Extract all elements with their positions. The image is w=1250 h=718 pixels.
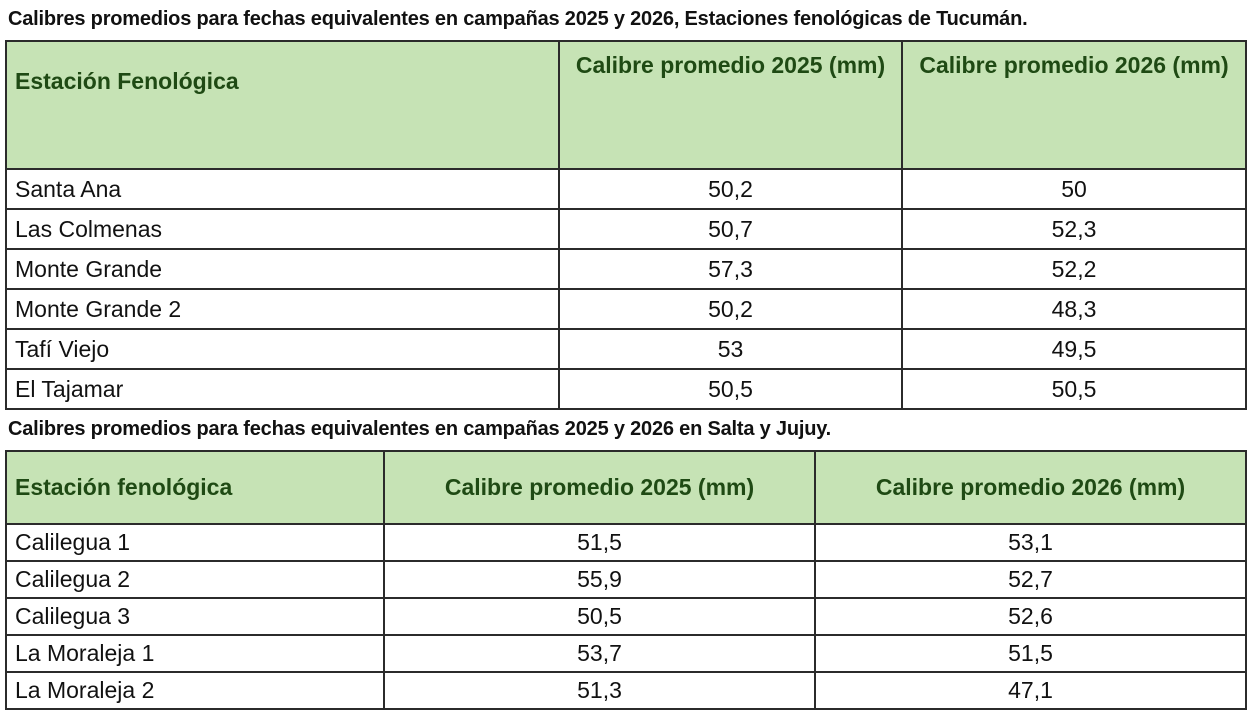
calibre-2025-cell: 51,3 xyxy=(383,671,816,710)
calibre-2026-cell: 50,5 xyxy=(901,368,1247,410)
station-cell: Santa Ana xyxy=(5,168,560,210)
table-row: Calilegua 3 50,5 52,6 xyxy=(5,597,1247,636)
station-cell: Calilegua 1 xyxy=(5,523,385,562)
calibre-2025-cell: 51,5 xyxy=(383,523,816,562)
header-2025: Calibre promedio 2025 (mm) xyxy=(383,450,816,525)
header-2025: Calibre promedio 2025 (mm) xyxy=(558,40,903,170)
calibre-2025-cell: 50,5 xyxy=(383,597,816,636)
header-station: Estación fenológica xyxy=(5,450,385,525)
table-row: La Moraleja 2 51,3 47,1 xyxy=(5,671,1247,710)
table-row: Santa Ana 50,2 50 xyxy=(5,168,1247,210)
header-2026: Calibre promedio 2026 (mm) xyxy=(814,450,1247,525)
calibre-2026-cell: 49,5 xyxy=(901,328,1247,370)
calibre-2025-cell: 55,9 xyxy=(383,560,816,599)
calibre-2026-cell: 52,2 xyxy=(901,248,1247,290)
calibre-2026-cell: 50 xyxy=(901,168,1247,210)
calibre-2026-cell: 48,3 xyxy=(901,288,1247,330)
table-row: Las Colmenas 50,7 52,3 xyxy=(5,208,1247,250)
header-station: Estación Fenológica xyxy=(5,40,560,170)
calibre-2025-cell: 50,2 xyxy=(558,288,903,330)
calibre-2025-cell: 53 xyxy=(558,328,903,370)
station-cell: El Tajamar xyxy=(5,368,560,410)
station-cell: La Moraleja 2 xyxy=(5,671,385,710)
station-cell: Monte Grande xyxy=(5,248,560,290)
table-row: Calilegua 1 51,5 53,1 xyxy=(5,523,1247,562)
table-row: Tafí Viejo 53 49,5 xyxy=(5,328,1247,370)
calibre-2026-cell: 51,5 xyxy=(814,634,1247,673)
header-2026: Calibre promedio 2026 (mm) xyxy=(901,40,1247,170)
station-cell: Calilegua 3 xyxy=(5,597,385,636)
table-row: Monte Grande 57,3 52,2 xyxy=(5,248,1247,290)
calibre-2026-cell: 53,1 xyxy=(814,523,1247,562)
calibre-2026-cell: 52,7 xyxy=(814,560,1247,599)
table-row: Calilegua 2 55,9 52,7 xyxy=(5,560,1247,599)
calibre-2025-cell: 50,2 xyxy=(558,168,903,210)
station-cell: Tafí Viejo xyxy=(5,328,560,370)
table2-title: Calibres promedios para fechas equivalen… xyxy=(8,418,832,440)
calibre-2026-cell: 52,3 xyxy=(901,208,1247,250)
table-row: El Tajamar 50,5 50,5 xyxy=(5,368,1247,410)
calibre-2026-cell: 47,1 xyxy=(814,671,1247,710)
table-row: Monte Grande 2 50,2 48,3 xyxy=(5,288,1247,330)
table-row: La Moraleja 1 53,7 51,5 xyxy=(5,634,1247,673)
calibre-2026-cell: 52,6 xyxy=(814,597,1247,636)
calibre-2025-cell: 53,7 xyxy=(383,634,816,673)
tucuman-table: Estación Fenológica Calibre promedio 202… xyxy=(5,40,1247,410)
calibre-2025-cell: 50,5 xyxy=(558,368,903,410)
table-header-row: Estación Fenológica Calibre promedio 202… xyxy=(5,40,1247,170)
station-cell: Monte Grande 2 xyxy=(5,288,560,330)
table1-title: Calibres promedios para fechas equivalen… xyxy=(8,8,1028,30)
calibre-2025-cell: 50,7 xyxy=(558,208,903,250)
calibre-2025-cell: 57,3 xyxy=(558,248,903,290)
salta-jujuy-table: Estación fenológica Calibre promedio 202… xyxy=(5,450,1247,710)
table-header-row: Estación fenológica Calibre promedio 202… xyxy=(5,450,1247,525)
station-cell: Las Colmenas xyxy=(5,208,560,250)
station-cell: Calilegua 2 xyxy=(5,560,385,599)
station-cell: La Moraleja 1 xyxy=(5,634,385,673)
